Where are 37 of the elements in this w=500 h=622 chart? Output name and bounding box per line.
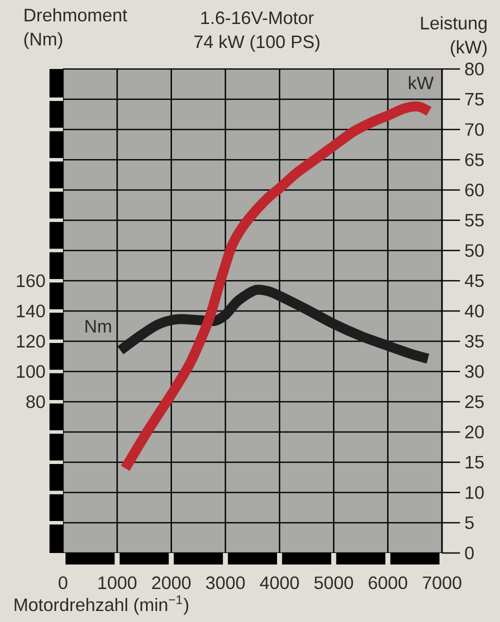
y-axis-title: Drehmoment (Nm) xyxy=(24,8,128,50)
series-label: kW xyxy=(408,76,434,90)
y2-tick-label: 70 xyxy=(465,123,484,136)
y2-tick-label: 80 xyxy=(465,62,484,76)
y-tick-label: 140 xyxy=(16,304,45,318)
y2-tick-label: 40 xyxy=(464,304,484,318)
x-tick-label: 3000 xyxy=(206,576,245,590)
y2-axis-title: Leistung (kW) xyxy=(421,16,487,58)
chart-title: 1.6-16V-Motor xyxy=(201,11,314,24)
y2-tick-label: 0 xyxy=(465,546,474,560)
y2-tick-label: 30 xyxy=(465,365,484,378)
y2-tick-label: 25 xyxy=(465,395,484,408)
y-tick-label: 160 xyxy=(16,274,45,288)
y2-tick-label: 55 xyxy=(465,214,484,227)
y-tick-label: 120 xyxy=(16,334,45,348)
y-tick-label: 100 xyxy=(16,365,45,378)
y-tick-label: 80 xyxy=(26,395,45,408)
y2-tick-label: 45 xyxy=(464,274,484,288)
y2-tick-label: 75 xyxy=(465,92,484,106)
series-label: Nm xyxy=(86,320,111,333)
x-tick-label: 4000 xyxy=(260,576,299,590)
y2-tick-label: 35 xyxy=(465,334,484,348)
y2-tick-label: 65 xyxy=(465,153,484,166)
x-axis-title: Motordrehzahl (min$^{−1}$) xyxy=(14,595,188,615)
x-tick-label: 2000 xyxy=(152,576,191,590)
chart-subtitle: 74 kW (100 PS) xyxy=(194,34,320,52)
y2-tick-label: 15 xyxy=(466,456,484,469)
x-tick-label: 5000 xyxy=(314,576,354,590)
y2-tick-label: 20 xyxy=(465,426,484,438)
x-tick-label: 7000 xyxy=(422,576,462,590)
y2-tick-label: 5 xyxy=(465,516,474,530)
y2-tick-label: 10 xyxy=(466,486,484,499)
y2-tick-label: 50 xyxy=(465,244,484,257)
y2-tick-label: 60 xyxy=(465,184,484,196)
x-tick-label: 1000 xyxy=(98,576,136,590)
x-tick-label: 6000 xyxy=(368,576,408,590)
x-tick-label: 0 xyxy=(58,576,68,590)
